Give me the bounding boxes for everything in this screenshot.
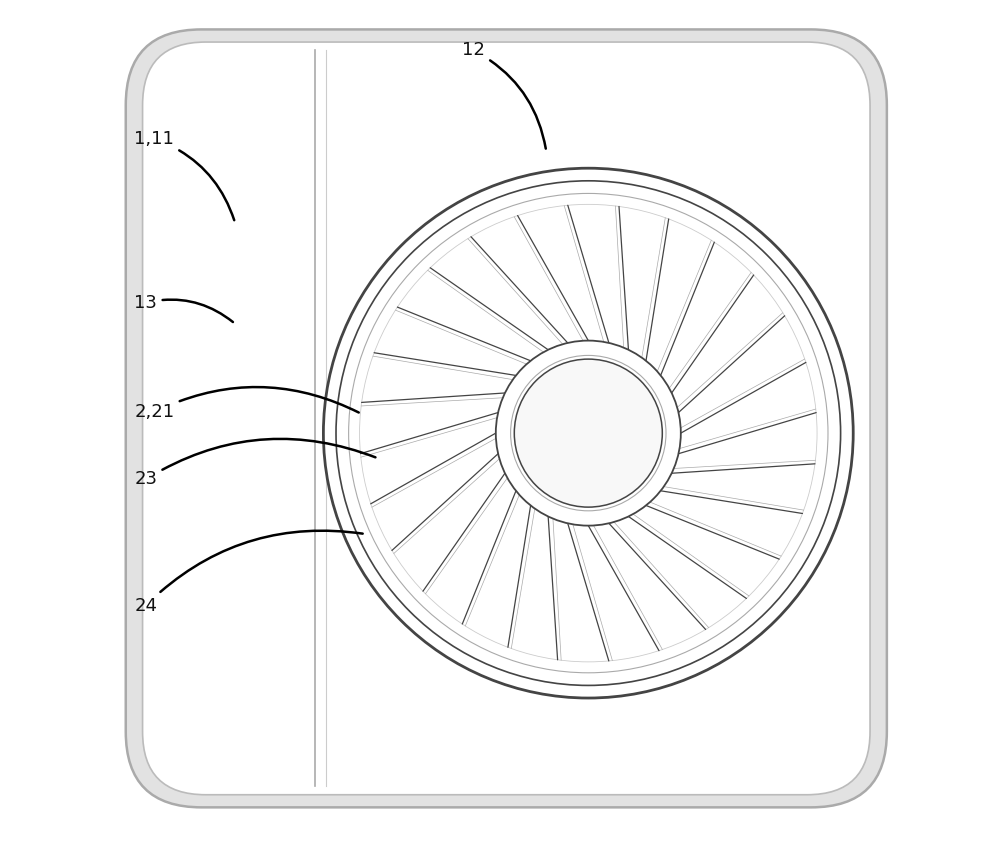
FancyBboxPatch shape — [143, 42, 870, 795]
FancyBboxPatch shape — [126, 29, 887, 807]
Text: 12: 12 — [462, 41, 546, 149]
Text: 23: 23 — [134, 439, 375, 489]
Text: 1,11: 1,11 — [134, 130, 234, 220]
Circle shape — [514, 359, 662, 507]
Circle shape — [496, 341, 681, 526]
Circle shape — [323, 168, 853, 698]
Text: 13: 13 — [134, 294, 233, 322]
Text: 24: 24 — [134, 531, 363, 615]
Text: 2,21: 2,21 — [134, 387, 359, 421]
